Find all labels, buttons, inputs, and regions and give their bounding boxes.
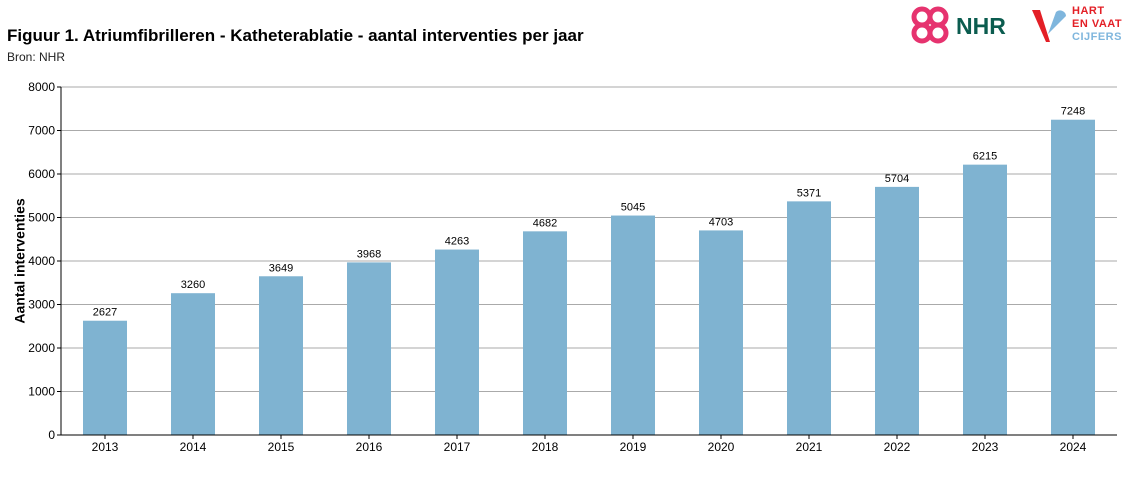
data-label-2016: 3968 bbox=[357, 248, 381, 260]
en-vaat-text: EN VAAT bbox=[1072, 18, 1123, 30]
x-tick-label-2022: 2022 bbox=[884, 440, 911, 454]
data-label-2021: 5371 bbox=[797, 187, 821, 199]
x-tick-label-2013: 2013 bbox=[92, 440, 119, 454]
y-tick-label: 0 bbox=[48, 428, 55, 442]
bar-2015 bbox=[259, 276, 303, 435]
data-label-2014: 3260 bbox=[181, 279, 205, 291]
data-label-2024: 7248 bbox=[1061, 106, 1085, 118]
bar-2022 bbox=[875, 186, 919, 435]
hart-text: HART bbox=[1072, 5, 1105, 17]
bar-2021 bbox=[787, 201, 831, 435]
bar-chart: 0 1000 2000 3000 4000 5000 6000 7000 8000 2627 32… bbox=[12, 80, 1117, 454]
y-tick-label: 4000 bbox=[28, 254, 55, 268]
bar-2018 bbox=[523, 231, 567, 435]
x-tick-label-2014: 2014 bbox=[180, 440, 207, 454]
x-tick-label-2024: 2024 bbox=[1060, 440, 1087, 454]
bar-2013 bbox=[83, 320, 127, 435]
y-tick-label: 5000 bbox=[28, 211, 55, 225]
y-tick-label: 2000 bbox=[28, 341, 55, 355]
bar-2023 bbox=[963, 164, 1007, 435]
chart-title: Figuur 1. Atriumfibrilleren - Katheterab… bbox=[7, 26, 584, 45]
data-label-2018: 4682 bbox=[533, 217, 557, 229]
data-label-2023: 6215 bbox=[973, 151, 997, 163]
hart-en-vaat-cijfers-logo: HART EN VAAT CIJFERS bbox=[1028, 4, 1136, 46]
bar-2019 bbox=[611, 215, 655, 435]
x-tick-label-2021: 2021 bbox=[796, 440, 823, 454]
heart-v-icon bbox=[1032, 10, 1066, 42]
bar-2020 bbox=[699, 230, 743, 435]
x-tick-label-2018: 2018 bbox=[532, 440, 559, 454]
y-tick-label: 3000 bbox=[28, 298, 55, 312]
bar-2014 bbox=[171, 293, 215, 435]
data-label-2017: 4263 bbox=[445, 236, 469, 248]
x-tick-label-2017: 2017 bbox=[444, 440, 471, 454]
x-axis-ticks: 2013 2014 2015 2016 2017 2018 2019 2020 2021 2022… bbox=[92, 435, 1087, 454]
bar-2016 bbox=[347, 262, 391, 435]
nhr-logo-text: NHR bbox=[956, 13, 1006, 39]
x-tick-label-2023: 2023 bbox=[972, 440, 999, 454]
data-label-2020: 4703 bbox=[709, 216, 733, 228]
nhr-mark-icon: NHR bbox=[911, 6, 1006, 44]
x-tick-label-2015: 2015 bbox=[268, 440, 295, 454]
data-label-2022: 5704 bbox=[885, 173, 909, 185]
x-tick-label-2016: 2016 bbox=[356, 440, 383, 454]
cijfers-text: CIJFERS bbox=[1072, 31, 1122, 43]
logo-group: NHR HART EN VAAT CIJFERS bbox=[910, 4, 1135, 46]
x-tick-label-2020: 2020 bbox=[708, 440, 735, 454]
bar-2017 bbox=[435, 249, 479, 435]
data-label-2019: 5045 bbox=[621, 202, 645, 214]
y-tick-label: 1000 bbox=[28, 385, 55, 399]
y-tick-label: 8000 bbox=[28, 80, 55, 94]
y-tick-label: 6000 bbox=[28, 167, 55, 181]
data-labels: 2627 3260 3649 3968 4263 4682 5045 4703 5371 5704… bbox=[93, 106, 1085, 319]
nhr-logo: NHR bbox=[910, 4, 1020, 46]
gridlines bbox=[61, 86, 1117, 392]
y-axis-ticks: 0 1000 2000 3000 4000 5000 6000 7000 8000 bbox=[28, 80, 61, 442]
y-tick-label: 7000 bbox=[28, 124, 55, 138]
bars bbox=[83, 119, 1095, 435]
bar-2024 bbox=[1051, 119, 1095, 435]
x-tick-label-2019: 2019 bbox=[620, 440, 647, 454]
chart-source: Bron: NHR bbox=[7, 50, 66, 64]
data-label-2013: 2627 bbox=[93, 307, 117, 319]
y-axis-label: Aantal interventies bbox=[12, 198, 28, 323]
data-label-2015: 3649 bbox=[269, 262, 293, 274]
